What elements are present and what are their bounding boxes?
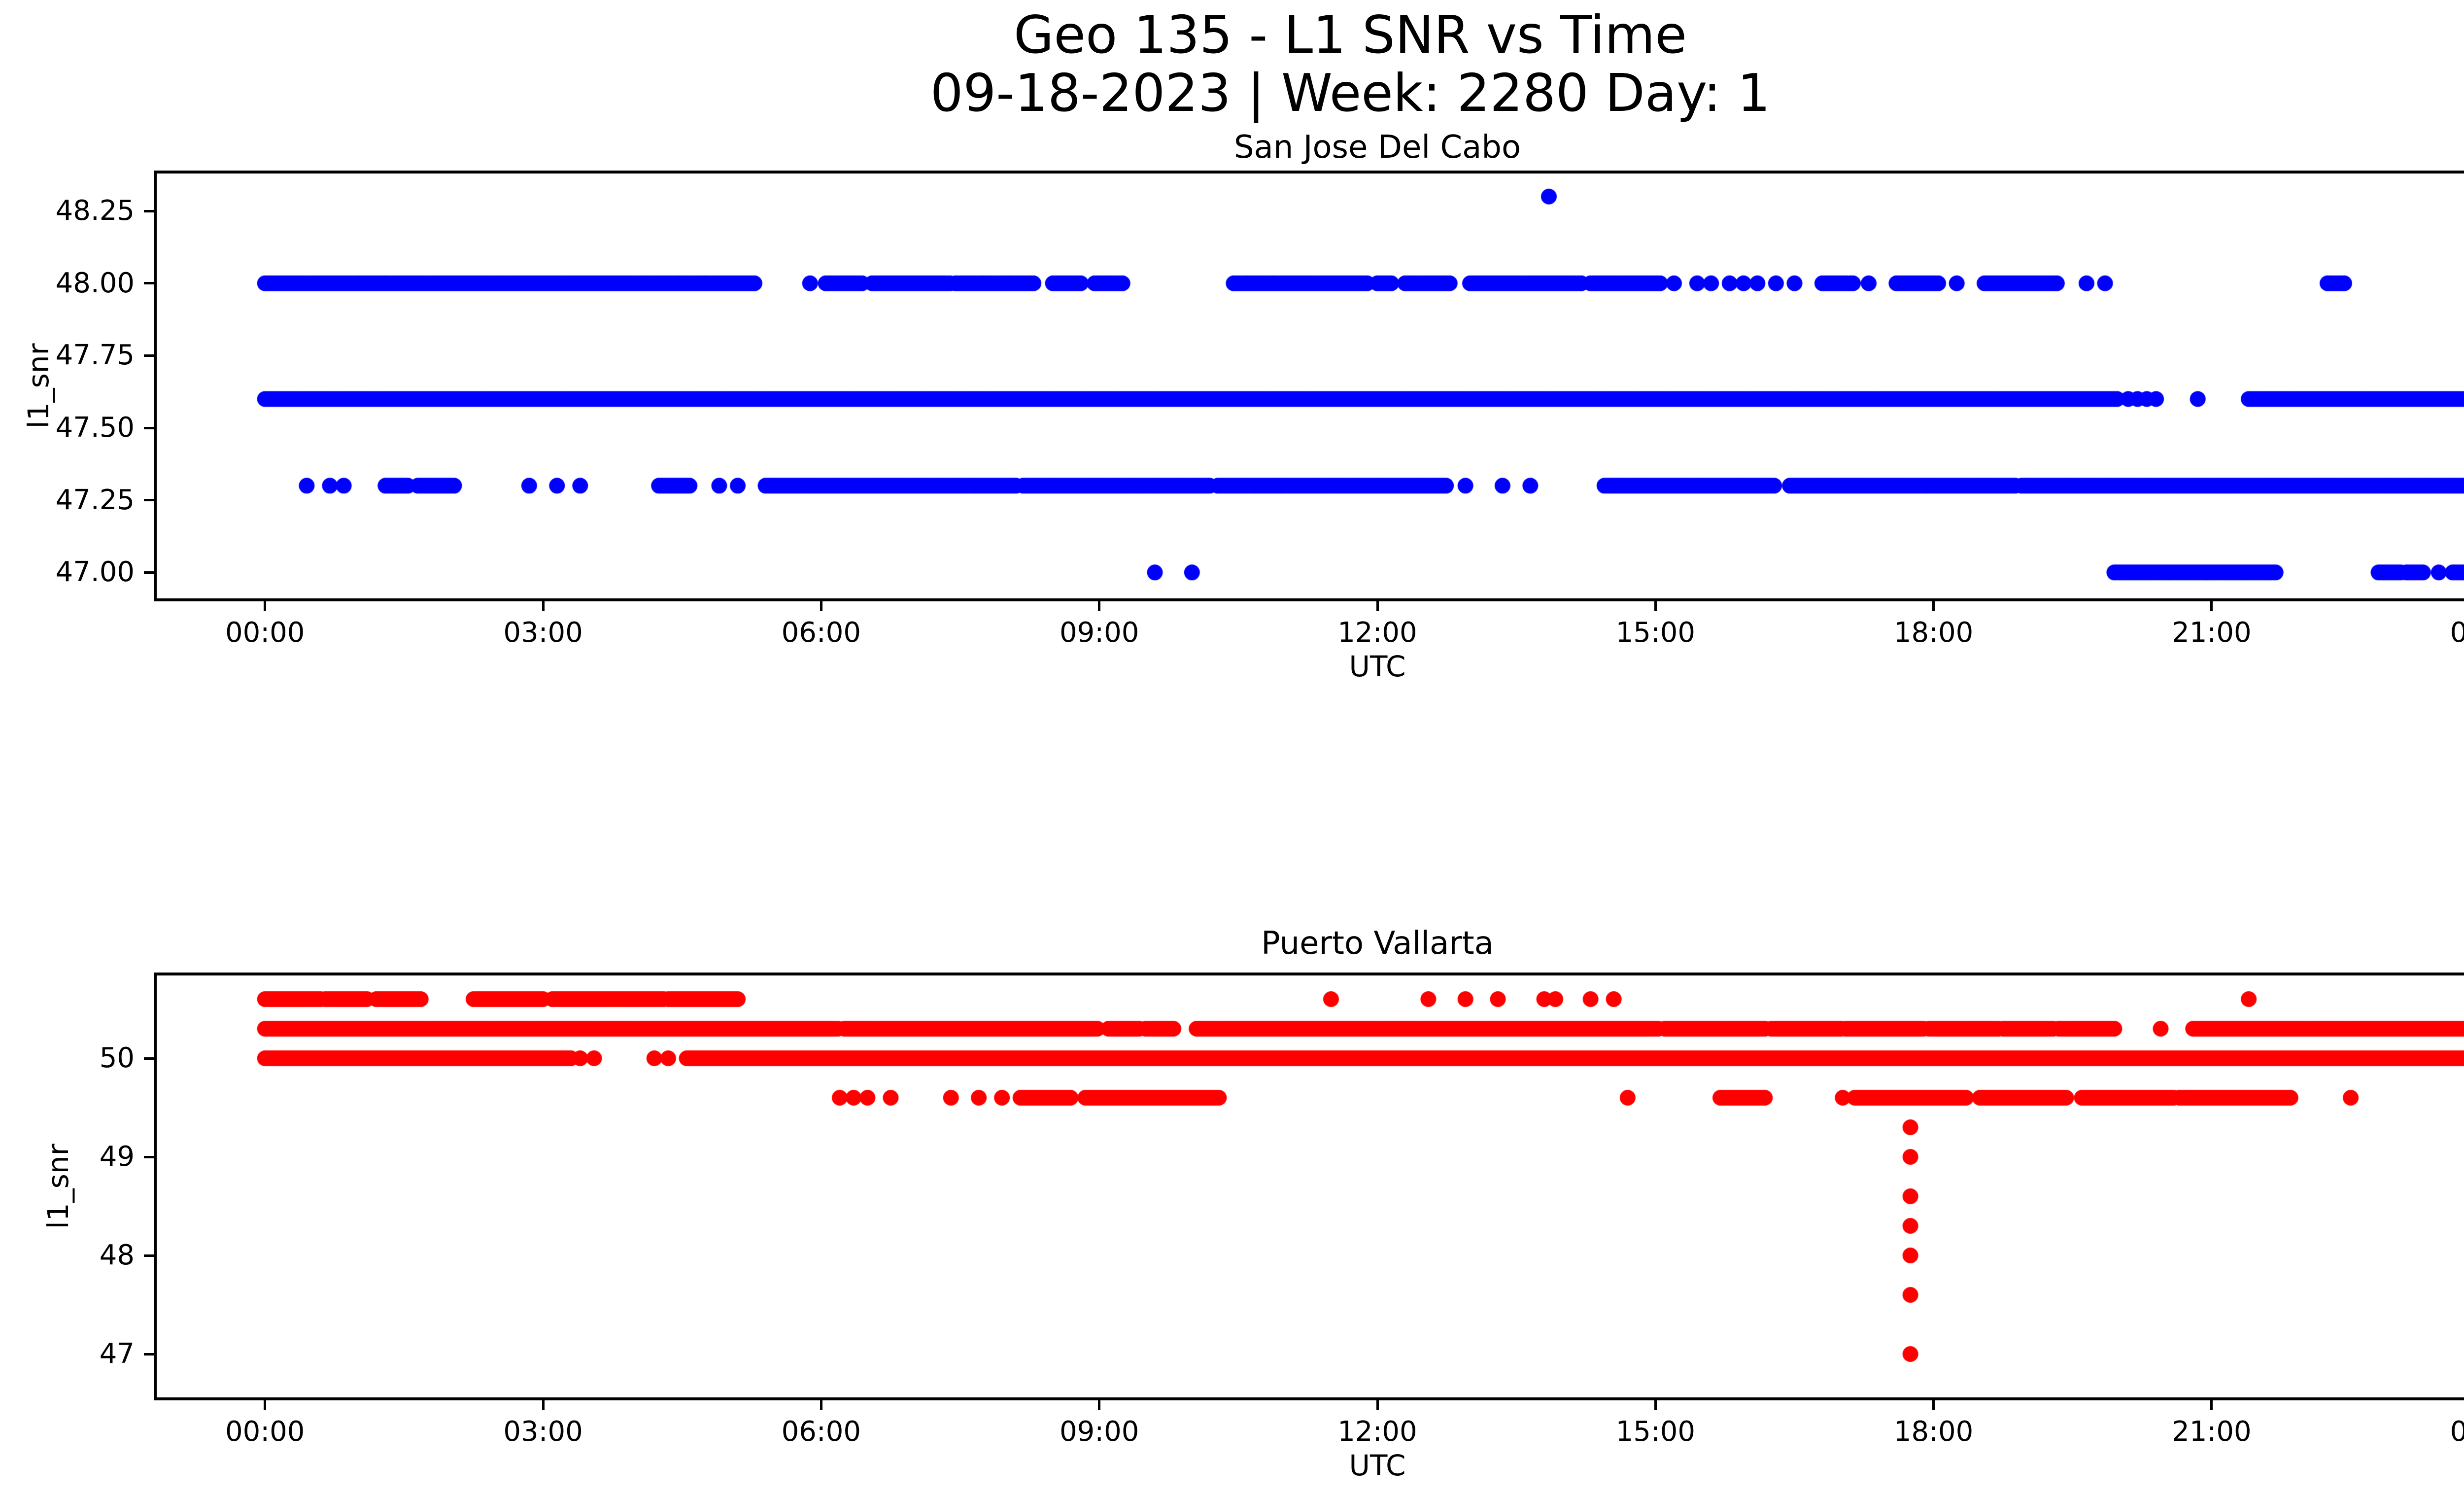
x-tick-label: 21:00 [2172,617,2252,649]
x-tick-label: 18:00 [1893,1416,1974,1448]
x-tick-mark [1098,1400,1101,1410]
x-tick-mark [1098,601,1101,611]
x-tick-label: 09:00 [1059,617,1139,649]
x-tick-mark [1376,601,1379,611]
x-tick-label: 03:00 [503,617,583,649]
y-tick-mark [144,499,154,502]
y-tick-label: 47.00 [55,556,135,589]
x-tick-mark [820,601,822,611]
x-tick-label: 15:00 [1615,1416,1696,1448]
x-tick-label: 00:00 [225,1416,305,1448]
subplot-title: Puerto Vallarta [1261,925,1494,962]
y-tick-label: 49 [99,1141,135,1173]
x-tick-label: 00:00 [225,617,305,649]
x-tick-mark [264,1400,267,1410]
x-tick-mark [2210,1400,2213,1410]
x-tick-mark [542,601,545,611]
x-tick-label: 03:00 [503,1416,583,1448]
y-tick-label: 50 [99,1042,135,1074]
x-tick-label: 00:00 [2450,617,2464,649]
x-tick-label: 00:00 [2450,1416,2464,1448]
x-tick-mark [264,601,267,611]
y-tick-label: 47 [99,1338,135,1370]
x-tick-label: 12:00 [1337,617,1417,649]
x-tick-mark [542,1400,545,1410]
y-tick-label: 47.50 [55,412,135,444]
y-tick-mark [144,1057,154,1060]
y-tick-mark [144,1353,154,1356]
y-tick-mark [144,282,154,285]
figure-title-line1: Geo 135 - L1 SNR vs Time [1013,5,1687,65]
y-tick-label: 47.25 [55,484,135,516]
figure-title-line2: 09-18-2023 | Week: 2280 Day: 1 [930,63,1771,123]
x-tick-mark [1654,1400,1657,1410]
subplot-title: San Jose Del Cabo [1233,129,1521,166]
x-tick-label: 18:00 [1893,617,1974,649]
y-tick-mark [144,354,154,357]
x-tick-label: 06:00 [781,617,861,649]
x-tick-mark [820,1400,822,1410]
scatter-canvas [154,171,2464,601]
x-axis-label: UTC [1349,1449,1406,1482]
y-tick-mark [144,426,154,429]
x-tick-mark [2210,601,2213,611]
plot-area [154,171,2464,601]
plot-area [154,973,2464,1400]
x-tick-mark [1932,601,1935,611]
x-tick-label: 09:00 [1059,1416,1139,1448]
x-tick-mark [1932,1400,1935,1410]
x-tick-mark [1376,1400,1379,1410]
y-tick-mark [144,1254,154,1257]
scatter-canvas [154,973,2464,1400]
y-tick-label: 48 [99,1239,135,1271]
y-tick-label: 47.75 [55,339,135,372]
x-tick-label: 12:00 [1337,1416,1417,1448]
y-tick-label: 48.25 [55,195,135,227]
x-tick-label: 06:00 [781,1416,861,1448]
x-tick-label: 21:00 [2172,1416,2252,1448]
x-axis-label: UTC [1349,650,1406,683]
y-tick-label: 48.00 [55,267,135,299]
y-tick-mark [144,571,154,574]
y-tick-mark [144,1155,154,1158]
y-tick-mark [144,209,154,212]
x-tick-mark [1654,601,1657,611]
x-tick-label: 15:00 [1615,617,1696,649]
